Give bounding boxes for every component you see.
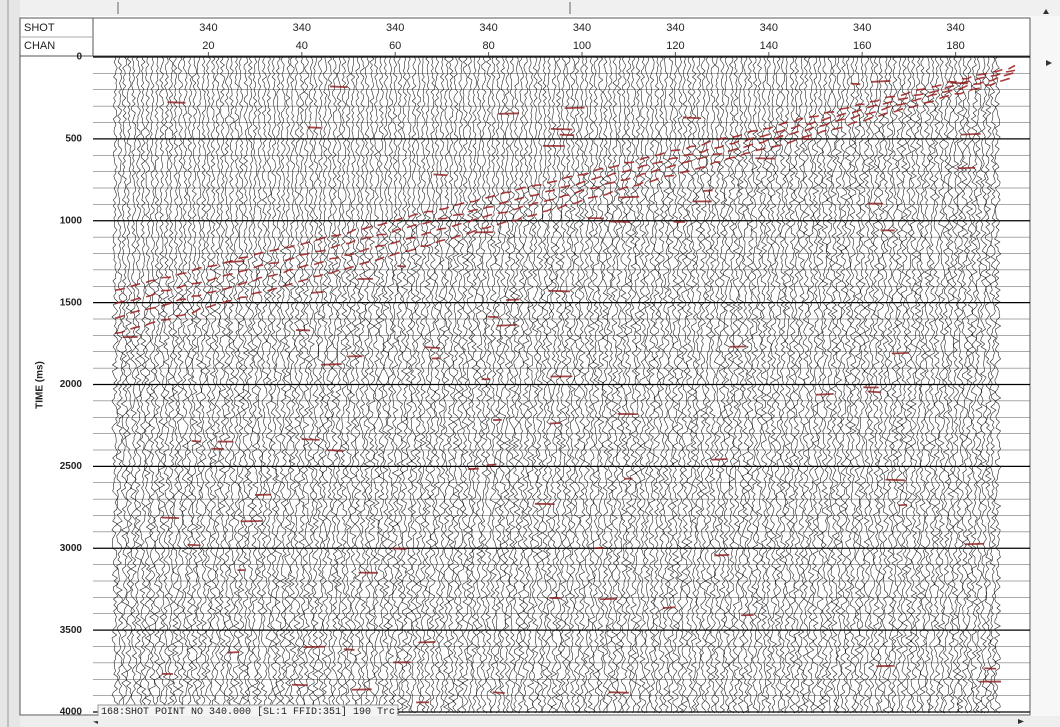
red-event [871, 81, 890, 82]
red-event [600, 599, 617, 600]
red-event [714, 555, 729, 556]
time-tick-label: 1000 [60, 215, 83, 226]
shot-value: 340 [386, 22, 404, 34]
red-event [330, 86, 347, 87]
shot-value: 340 [666, 22, 684, 34]
red-event [560, 135, 575, 136]
red-event [868, 391, 882, 392]
red-event [229, 261, 244, 262]
red-event [801, 139, 811, 140]
red-event [712, 459, 728, 460]
chan-tick-label: 60 [389, 40, 401, 52]
time-tick-label: 4000 [60, 707, 83, 718]
red-event [418, 642, 435, 643]
shot-label: SHOT [24, 22, 55, 34]
chan-tick-label: 120 [666, 40, 684, 52]
chan-tick-label: 140 [760, 40, 778, 52]
red-event [965, 544, 984, 545]
time-tick-label: 500 [65, 134, 82, 145]
bottom-scrollbar[interactable] [20, 716, 1060, 727]
red-event [321, 364, 342, 365]
red-event [958, 168, 975, 169]
time-tick-label: 3000 [60, 543, 83, 554]
shot-value: 340 [573, 22, 591, 34]
chan-tick-label: 80 [482, 40, 494, 52]
red-event [618, 197, 639, 198]
red-event [885, 480, 904, 481]
red-event [487, 464, 497, 465]
red-event [302, 439, 320, 440]
left-strip [0, 0, 20, 727]
red-event [816, 394, 834, 395]
chan-tick-label: 100 [573, 40, 591, 52]
shot-value: 340 [479, 22, 497, 34]
chan-label: CHAN [24, 40, 55, 52]
page: SHOT CHAN TIME (ms) 168:SHOT POINT NO 34… [0, 0, 1060, 727]
right-scrollbar[interactable] [1031, 16, 1060, 716]
red-event [550, 423, 561, 424]
red-event [308, 127, 322, 128]
red-event [192, 441, 201, 442]
red-event [551, 129, 573, 130]
red-event [950, 83, 967, 84]
chan-tick-label: 40 [296, 40, 308, 52]
red-event [328, 450, 343, 451]
red-event [609, 692, 629, 693]
red-event [392, 548, 406, 549]
shot-value: 340 [293, 22, 311, 34]
top-scrollbar[interactable] [20, 0, 1060, 16]
red-event [683, 117, 701, 118]
time-axis-label: TIME (ms) [35, 361, 46, 409]
red-event [311, 292, 324, 293]
red-event [227, 652, 239, 653]
time-tick-label: 0 [76, 52, 82, 63]
red-event [565, 108, 585, 109]
shot-value: 340 [760, 22, 778, 34]
red-event [663, 607, 676, 608]
red-event [703, 190, 713, 191]
shot-value: 340 [853, 22, 871, 34]
red-event [892, 353, 909, 354]
shot-value: 340 [946, 22, 964, 34]
red-event [425, 347, 440, 348]
red-event [594, 548, 603, 549]
red-event [167, 102, 185, 103]
red-event [397, 266, 406, 267]
header-box [20, 18, 1030, 56]
chan-tick-label: 160 [853, 40, 871, 52]
red-event [303, 647, 325, 648]
red-event [344, 649, 355, 650]
chan-tick-label: 20 [202, 40, 214, 52]
red-event [898, 505, 907, 506]
red-event [493, 692, 505, 693]
red-event [188, 545, 201, 546]
red-event [488, 317, 499, 318]
chan-tick-label: 180 [946, 40, 964, 52]
red-event [162, 518, 180, 519]
red-event [497, 325, 517, 326]
red-event [548, 291, 570, 292]
time-tick-label: 1500 [60, 297, 83, 308]
shot-value: 340 [199, 22, 217, 34]
time-tick-label: 2500 [60, 461, 83, 472]
red-event [961, 134, 981, 135]
red-event [499, 113, 519, 114]
red-event [851, 84, 861, 85]
time-tick-label: 3500 [60, 625, 83, 636]
seismic-viewer: SHOT CHAN TIME (ms) 168:SHOT POINT NO 34… [0, 0, 1060, 727]
time-tick-label: 2000 [60, 379, 83, 390]
red-event [433, 174, 447, 175]
